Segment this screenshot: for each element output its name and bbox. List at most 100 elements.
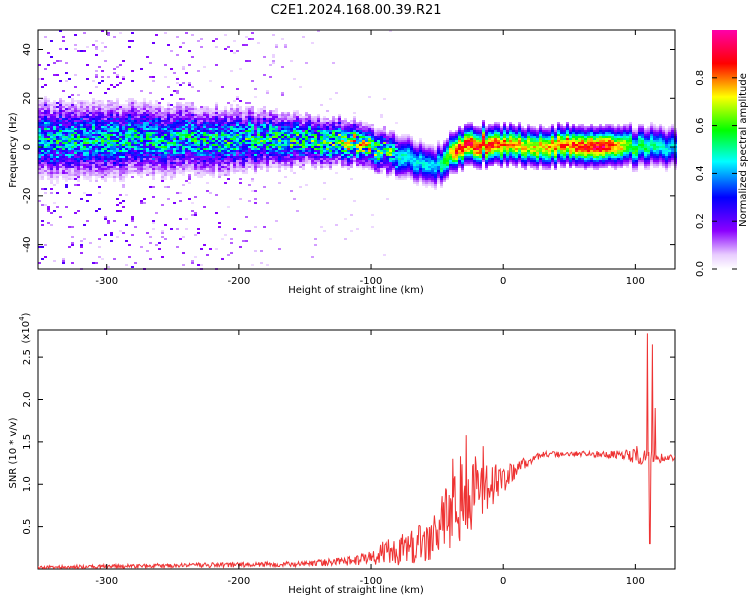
heatmap-cell — [413, 156, 416, 158]
heatmap-cell — [152, 76, 155, 78]
heatmap-cell — [236, 138, 239, 140]
heatmap-cell — [182, 152, 185, 154]
heatmap-cell — [101, 100, 104, 102]
heatmap-cell — [233, 160, 236, 162]
heatmap-cell — [392, 142, 395, 144]
heatmap-cell — [443, 154, 446, 156]
heatmap-cell — [434, 148, 437, 150]
heatmap-cell — [77, 210, 80, 212]
heatmap-cell — [44, 244, 47, 246]
heatmap-cell — [461, 136, 464, 138]
heatmap-cell — [92, 134, 95, 136]
heatmap-cell — [77, 170, 80, 172]
heatmap-cell — [440, 144, 443, 146]
heatmap-cell — [182, 82, 185, 84]
heatmap-cell — [302, 162, 305, 164]
heatmap-cell — [143, 106, 146, 108]
heatmap-cell — [137, 104, 140, 106]
heatmap-cell — [65, 110, 68, 112]
heatmap-cell — [98, 134, 101, 136]
heatmap-cell — [170, 158, 173, 160]
heatmap-cell — [440, 158, 443, 160]
heatmap-cell — [65, 132, 68, 134]
heatmap-cell — [152, 166, 155, 168]
heatmap-cell — [440, 146, 443, 148]
heatmap-cell — [236, 144, 239, 146]
heatmap-cell — [149, 76, 152, 78]
heatmap-cell — [92, 98, 95, 100]
heatmap-cell — [233, 116, 236, 118]
heatmap-cell — [149, 112, 152, 114]
heatmap-cell — [185, 130, 188, 132]
heatmap-cell — [464, 124, 467, 126]
heatmap-cell — [299, 148, 302, 150]
heatmap-cell — [188, 82, 191, 84]
heatmap-cell — [257, 146, 260, 148]
heatmap-cell — [98, 238, 101, 240]
heatmap-cell — [473, 154, 476, 156]
heatmap-cell — [47, 126, 50, 128]
heatmap-cell — [260, 262, 263, 264]
heatmap-cell — [65, 120, 68, 122]
heatmap-cell — [242, 114, 245, 116]
heatmap-cell — [401, 136, 404, 138]
heatmap-cell — [230, 122, 233, 124]
heatmap-cell — [446, 178, 449, 180]
heatmap-cell — [251, 112, 254, 114]
heatmap-cell — [215, 162, 218, 164]
heatmap-cell — [335, 136, 338, 138]
heatmap-cell — [77, 148, 80, 150]
heatmap-cell — [245, 128, 248, 130]
heatmap-cell — [116, 130, 119, 132]
heatmap-cell — [392, 164, 395, 166]
heatmap-cell — [86, 170, 89, 172]
heatmap-cell — [95, 40, 98, 42]
heatmap-cell — [422, 168, 425, 170]
heatmap-cell — [323, 128, 326, 130]
heatmap-cell — [461, 170, 464, 172]
heatmap-cell — [140, 104, 143, 106]
heatmap-cell — [173, 152, 176, 154]
heatmap-cell — [263, 106, 266, 108]
heatmap-cell — [413, 152, 416, 154]
heatmap-cell — [134, 100, 137, 102]
heatmap-cell — [38, 152, 41, 154]
heatmap-cell — [305, 160, 308, 162]
heatmap-cell — [173, 136, 176, 138]
heatmap-cell — [449, 158, 452, 160]
heatmap-cell — [350, 150, 353, 152]
heatmap-cell — [182, 144, 185, 146]
heatmap-cell — [194, 152, 197, 154]
heatmap-cell — [239, 164, 242, 166]
heatmap-cell — [218, 156, 221, 158]
heatmap-cell — [254, 154, 257, 156]
heatmap-cell — [368, 168, 371, 170]
heatmap-cell — [179, 200, 182, 202]
heatmap-cell — [302, 168, 305, 170]
heatmap-cell — [401, 140, 404, 142]
heatmap-cell — [404, 168, 407, 170]
heatmap-cell — [428, 156, 431, 158]
heatmap-cell — [419, 162, 422, 164]
heatmap-cell — [356, 144, 359, 146]
heatmap-cell — [263, 162, 266, 164]
heatmap-cell — [167, 108, 170, 110]
heatmap-cell — [92, 138, 95, 140]
heatmap-cell — [362, 134, 365, 136]
heatmap-cell — [101, 76, 104, 78]
heatmap-cell — [47, 132, 50, 134]
heatmap-cell — [215, 148, 218, 150]
heatmap-cell — [254, 130, 257, 132]
heatmap-cell — [272, 62, 275, 64]
heatmap-cell — [284, 120, 287, 122]
heatmap-cell — [329, 156, 332, 158]
heatmap-cell — [344, 126, 347, 128]
heatmap-cell — [152, 112, 155, 114]
heatmap-cell — [266, 118, 269, 120]
heatmap-cell — [140, 102, 143, 104]
heatmap-cell — [287, 156, 290, 158]
heatmap-cell — [311, 142, 314, 144]
heatmap-cell — [251, 138, 254, 140]
heatmap-cell — [245, 142, 248, 144]
heatmap-cell — [203, 142, 206, 144]
